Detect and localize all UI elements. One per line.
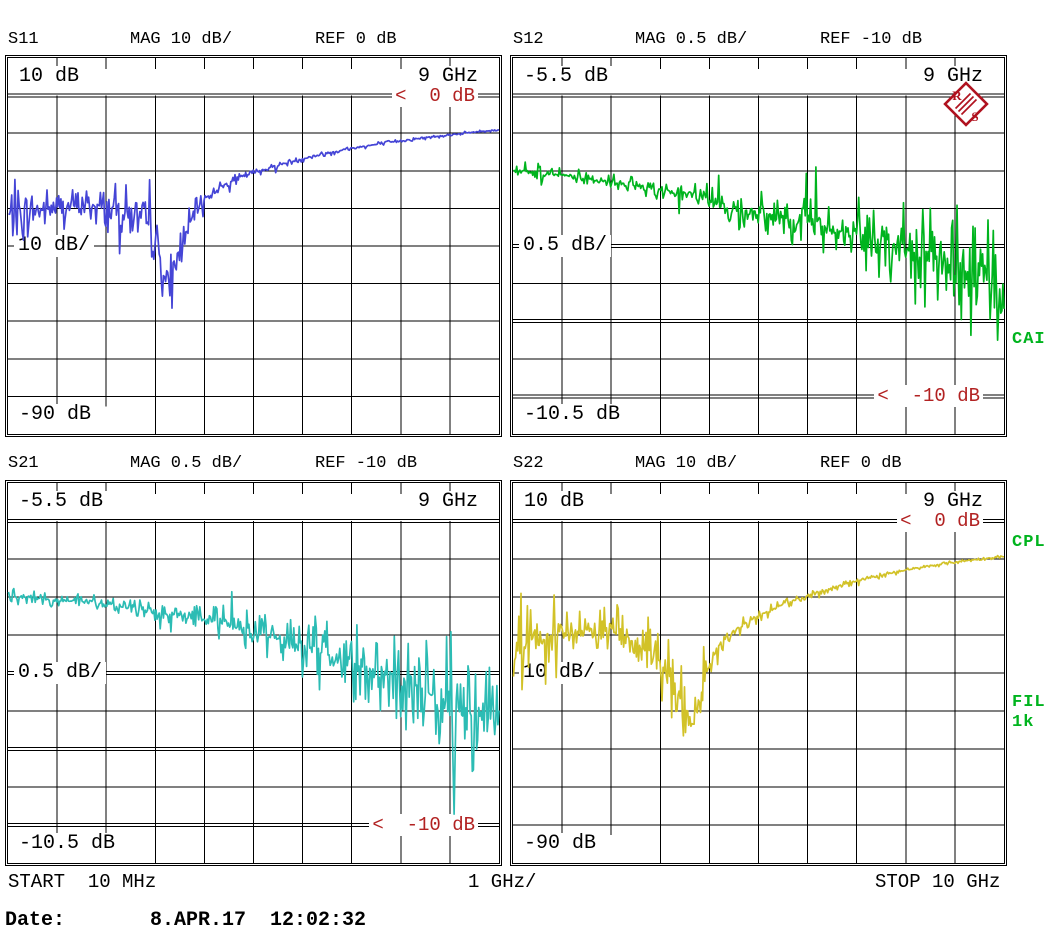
bottom-scale-label: -10.5 dB — [520, 404, 625, 427]
reference-label: REF 0 dB — [820, 454, 902, 473]
s22-grid-panel: 10 dB 9 GHz 10 dB/ -90 dB < 0 dB — [510, 480, 1007, 866]
reference-label: REF -10 dB — [820, 30, 923, 49]
channel-label: S11 — [8, 30, 39, 49]
format-scale-label: MAG 0.5 dB/ — [130, 454, 243, 473]
bottom-scale-label: -90 dB — [15, 404, 96, 427]
freq-tick-label: 9 GHz — [413, 491, 482, 513]
per-div-label: 0.5 dB/ — [14, 662, 107, 684]
per-div-label: 10 dB/ — [519, 662, 600, 684]
s21-grid-panel: -5.5 dB 9 GHz 0.5 dB/ -10.5 dB < -10 dB — [5, 480, 502, 866]
status-coupled-channels: CPL — [1012, 533, 1046, 552]
sweep-start-label: START 10 MHz — [8, 871, 157, 893]
channel-label: S12 — [513, 30, 544, 49]
header-s22: S22 MAG 10 dB/ REF 0 dB — [510, 454, 1007, 473]
top-scale-label: 10 dB — [15, 65, 84, 88]
per-div-label: 0.5 dB/ — [519, 235, 612, 257]
bottom-scale-label: -90 dB — [520, 833, 601, 855]
ref-level-marker: < -10 dB — [874, 385, 983, 408]
rohde-schwarz-logo-icon: RS — [943, 81, 989, 127]
sweep-per-div-label: 1 GHz/ — [468, 871, 537, 893]
svg-text:R: R — [952, 88, 962, 103]
top-scale-label: 10 dB — [520, 491, 589, 513]
channel-label: S22 — [513, 454, 544, 473]
top-scale-label: -5.5 dB — [520, 65, 613, 88]
reference-label: REF 0 dB — [315, 30, 397, 49]
ref-level-marker: < 0 dB — [897, 510, 983, 532]
header-s21: S21 MAG 0.5 dB/ REF -10 dB — [5, 454, 502, 473]
s11-grid-panel: 10 dB 9 GHz 10 dB/ -90 dB < 0 dB — [5, 55, 502, 437]
format-scale-label: MAG 10 dB/ — [635, 454, 738, 473]
date-label: Date: — [5, 909, 66, 932]
header-s12: S12 MAG 0.5 dB/ REF -10 dB — [510, 30, 1007, 49]
freq-tick-label: 9 GHz — [918, 491, 987, 513]
format-scale-label: MAG 0.5 dB/ — [635, 30, 748, 49]
reference-label: REF -10 dB — [315, 454, 418, 473]
date-time-value: 8.APR.17 12:02:32 — [150, 909, 367, 932]
format-scale-label: MAG 10 dB/ — [130, 30, 233, 49]
svg-text:S: S — [971, 109, 978, 124]
status-if-bandwidth: 1k — [1012, 713, 1035, 732]
bottom-scale-label: -10.5 dB — [15, 833, 120, 855]
status-cal-interpolated: CAI — [1012, 330, 1046, 349]
header-s11: S11 MAG 10 dB/ REF 0 dB — [5, 30, 502, 49]
s12-grid-panel: -5.5 dB 9 GHz 0.5 dB/ -10.5 dB < -10 dB … — [510, 55, 1007, 437]
freq-tick-label: 9 GHz — [918, 65, 987, 88]
sweep-stop-label: STOP 10 GHz — [875, 871, 1001, 893]
top-scale-label: -5.5 dB — [15, 491, 108, 513]
status-if-filter: FIL — [1012, 693, 1046, 712]
ref-level-marker: < -10 dB — [369, 814, 478, 836]
per-div-label: 10 dB/ — [14, 235, 95, 257]
ref-level-marker: < 0 dB — [392, 84, 478, 107]
freq-tick-label: 9 GHz — [413, 65, 482, 88]
channel-label: S21 — [8, 454, 39, 473]
